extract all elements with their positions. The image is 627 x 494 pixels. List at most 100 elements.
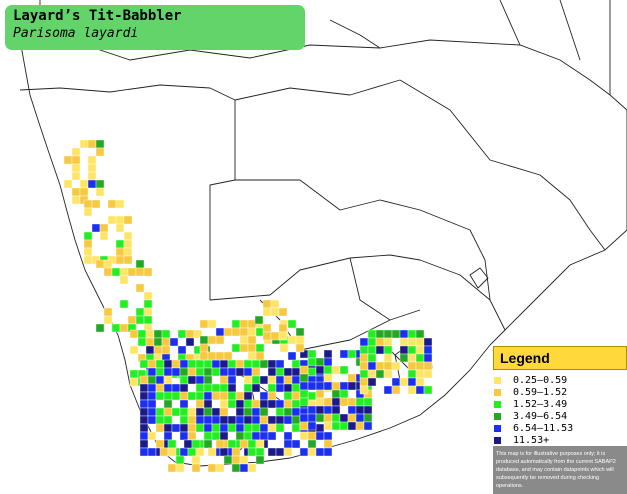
occurrence-cell <box>247 335 257 345</box>
occurrence-cell <box>83 247 93 257</box>
occurrence-cell <box>315 423 325 433</box>
occurrence-cell <box>167 463 177 473</box>
occurrence-cell <box>243 383 253 393</box>
occurrence-cell <box>203 391 213 401</box>
occurrence-cell <box>95 259 105 269</box>
occurrence-cell <box>179 415 189 425</box>
occurrence-cell <box>177 329 187 339</box>
occurrence-cell <box>135 267 145 277</box>
occurrence-cell <box>123 215 133 225</box>
occurrence-cell <box>219 431 229 441</box>
species-common-name: Layard’s Tit-Babbler <box>13 8 182 24</box>
occurrence-cell <box>155 415 165 425</box>
occurrence-cell <box>283 375 293 385</box>
occurrence-cell <box>278 307 288 317</box>
occurrence-cell <box>323 349 333 359</box>
occurrence-cell <box>299 373 309 383</box>
legend-item: 0.59–1.52 <box>493 386 627 398</box>
occurrence-cell <box>179 431 189 441</box>
occurrence-cell <box>137 337 147 347</box>
occurrence-cell <box>139 383 149 393</box>
occurrence-cell <box>331 397 341 407</box>
occurrence-cell <box>175 463 185 473</box>
occurrence-cell <box>295 343 305 353</box>
occurrence-cell <box>255 351 265 361</box>
occurrence-cell <box>203 431 213 441</box>
occurrence-cell <box>355 397 365 407</box>
legend-label: 0.25–0.59 <box>513 374 568 386</box>
occurrence-cell <box>187 423 197 433</box>
occurrence-cell <box>219 391 229 401</box>
occurrence-cell <box>307 413 317 423</box>
occurrence-cell <box>283 383 293 393</box>
occurrence-cell <box>163 383 173 393</box>
occurrence-cell <box>83 231 93 241</box>
occurrence-cell <box>383 385 393 395</box>
occurrence-cell <box>291 407 301 417</box>
occurrence-cell <box>83 199 93 209</box>
occurrence-cell <box>239 327 249 337</box>
occurrence-cell <box>367 329 377 339</box>
occurrence-cell <box>115 247 125 257</box>
occurrence-cell <box>399 329 409 339</box>
occurrence-cell <box>153 345 163 355</box>
legend-swatch <box>494 424 501 432</box>
occurrence-cell <box>283 367 293 377</box>
occurrence-cell <box>307 381 317 391</box>
occurrence-cell <box>195 423 205 433</box>
occurrence-cell <box>243 375 253 385</box>
occurrence-cell <box>355 421 365 431</box>
occurrence-cell <box>147 399 157 409</box>
occurrence-cell <box>163 423 173 433</box>
occurrence-cell <box>291 367 301 377</box>
occurrence-cell <box>129 369 139 379</box>
occurrence-cell <box>383 337 393 347</box>
occurrence-cell <box>187 447 197 457</box>
occurrence-cell <box>383 353 393 363</box>
occurrence-cell <box>145 337 155 347</box>
occurrence-cell <box>207 335 217 345</box>
occurrence-cell <box>399 353 409 363</box>
occurrence-cell <box>119 267 129 277</box>
occurrence-cell <box>239 455 249 465</box>
occurrence-cell <box>203 367 213 377</box>
occurrence-cell <box>291 439 301 449</box>
occurrence-cell <box>275 399 285 409</box>
occurrence-cell <box>323 365 333 375</box>
occurrence-cell <box>191 463 201 473</box>
occurrence-cell <box>275 447 285 457</box>
occurrence-cell <box>147 415 157 425</box>
occurrence-cell <box>155 439 165 449</box>
occurrence-cell <box>299 365 309 375</box>
occurrence-cell <box>145 345 155 355</box>
occurrence-cell <box>203 359 213 369</box>
occurrence-cell <box>323 357 333 367</box>
occurrence-cell <box>247 351 257 361</box>
occurrence-cell <box>407 353 417 363</box>
occurrence-cell <box>291 399 301 409</box>
occurrence-cell <box>259 431 269 441</box>
occurrence-cell <box>79 139 89 149</box>
occurrence-cell <box>255 447 265 457</box>
occurrence-cell <box>375 345 385 355</box>
occurrence-cell <box>255 343 265 353</box>
occurrence-cell <box>415 337 425 347</box>
occurrence-cell <box>339 421 349 431</box>
occurrence-cell <box>267 415 277 425</box>
occurrence-cell <box>247 327 257 337</box>
occurrence-cell <box>139 415 149 425</box>
occurrence-cell <box>223 455 233 465</box>
occurrence-cell <box>203 439 213 449</box>
occurrence-cell <box>299 381 309 391</box>
occurrence-cell <box>143 299 153 309</box>
occurrence-cell <box>139 399 149 409</box>
occurrence-cell <box>407 329 417 339</box>
occurrence-cell <box>283 439 293 449</box>
occurrence-cell <box>123 239 133 249</box>
occurrence-cell <box>331 389 341 399</box>
occurrence-cell <box>323 421 333 431</box>
occurrence-cell <box>227 375 237 385</box>
occurrence-cell <box>223 327 233 337</box>
occurrence-cell <box>315 365 325 375</box>
occurrence-cell <box>147 407 157 417</box>
